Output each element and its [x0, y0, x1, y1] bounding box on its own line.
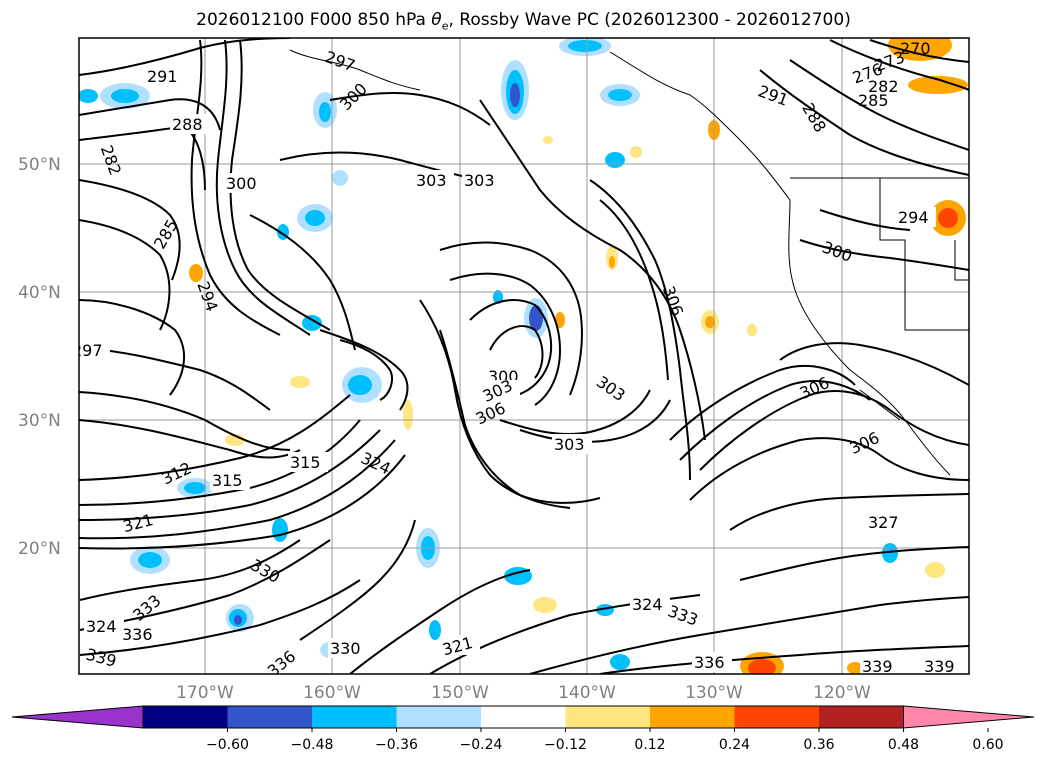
colorbar-tick-label: −0.12 [544, 737, 587, 753]
lat-label: 20°N [18, 539, 61, 559]
contour-label: 339 [862, 657, 893, 676]
contour-label: 315 [212, 471, 243, 490]
contour-label: 327 [868, 513, 899, 532]
contour-label: 336 [694, 653, 725, 672]
colorbar-tick-label: 0.48 [888, 737, 919, 753]
contour-label: 315 [290, 453, 321, 472]
colorbar-segment [396, 706, 481, 728]
latitude-labels: 50°N 40°N 30°N 20°N [18, 155, 61, 559]
colorbar-extend-low [11, 705, 144, 729]
contour-label: 303 [554, 435, 585, 454]
colorbar-segment [565, 706, 650, 728]
contour-label: 282 [868, 77, 899, 96]
contour-label: 336 [122, 625, 153, 644]
anomaly-fills [79, 38, 968, 674]
colorbar-tick-label: 0.60 [972, 737, 1003, 753]
colorbar-segment [650, 706, 735, 728]
lat-label: 30°N [18, 411, 61, 431]
coastlines [289, 49, 969, 476]
contour-label: 324 [86, 617, 117, 636]
map-gridlines [79, 38, 969, 674]
contour-label: 303 [464, 171, 495, 190]
colorbar-segment [734, 706, 819, 728]
contour-label: 285 [858, 91, 889, 110]
lon-label: 170°W [176, 683, 234, 703]
lon-label: 120°W [813, 683, 871, 703]
lon-label: 160°W [303, 683, 361, 703]
colorbar-tick-label: −0.60 [206, 737, 249, 753]
colorbar-segment [312, 706, 397, 728]
contour-lines [79, 38, 969, 674]
colorbar-segment [481, 706, 566, 728]
colorbar-tick-label: −0.48 [291, 737, 334, 753]
lat-label: 50°N [18, 155, 61, 175]
contour-label: 300 [226, 174, 257, 193]
contour-label: 339 [924, 657, 955, 676]
contour-label: 291 [147, 67, 178, 86]
colorbar-tick-label: 0.24 [719, 737, 750, 753]
contour-label: 288 [172, 115, 203, 134]
colorbar-tick-label: −0.36 [375, 737, 418, 753]
contour-label: 270 [900, 39, 931, 58]
lon-label: 140°W [558, 683, 616, 703]
lon-label: 130°W [685, 683, 743, 703]
colorbar: −0.60 −0.48 −0.36 −0.24 −0.12 0.12 0.24 0.36 0.4… [11, 705, 1035, 753]
colorbar-tick-label: 0.12 [634, 737, 665, 753]
colorbar-segment [819, 706, 904, 728]
chart-title: 2026012100 F000 850 hPa θe, Rossby Wave … [196, 10, 851, 33]
lat-label: 40°N [18, 283, 61, 303]
longitude-labels: 170°W 160°W 150°W 140°W 130°W 120°W [176, 683, 871, 703]
colorbar-outline [142, 705, 904, 729]
contour-label: 294 [898, 208, 929, 227]
lon-label: 150°W [431, 683, 489, 703]
contour-label: 297 [72, 341, 103, 360]
colorbar-tick-label: 0.36 [803, 737, 834, 753]
colorbar-segment [227, 706, 312, 728]
contour-label: 330 [330, 639, 361, 658]
contour-label: 324 [632, 595, 663, 614]
colorbar-tick-label: −0.24 [460, 737, 503, 753]
contour-label: 303 [416, 171, 447, 190]
map-frame [78, 37, 970, 675]
colorbar-segment [143, 706, 228, 728]
colorbar-extend-high [903, 705, 1035, 729]
